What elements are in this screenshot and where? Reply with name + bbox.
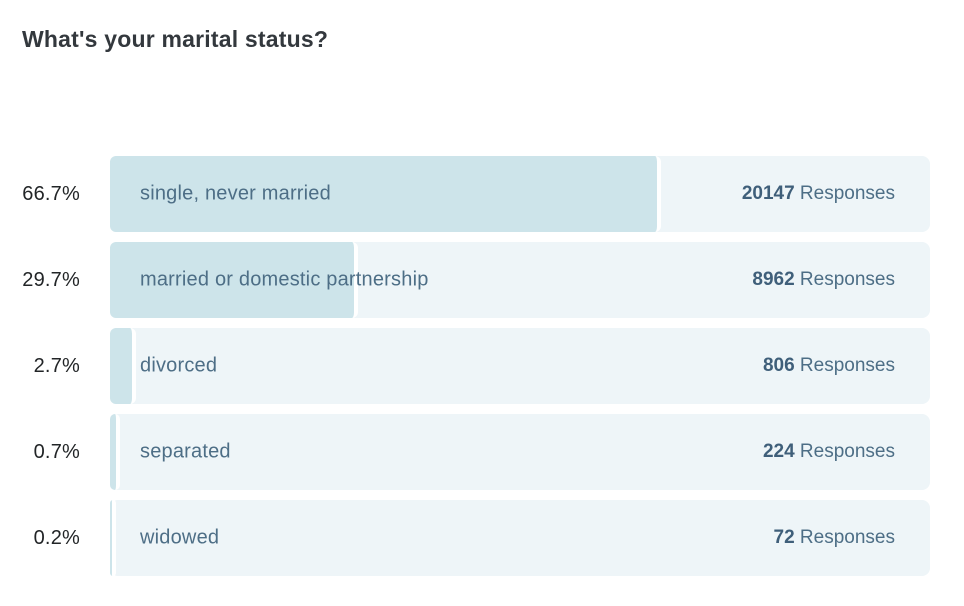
bar-track-wrap: married or domestic partnership 8962 Res… (110, 242, 930, 318)
bar-track-wrap: widowed 72 Responses (110, 500, 930, 576)
answer-label: divorced (140, 354, 218, 377)
responses-suffix: Responses (794, 183, 895, 204)
responses-suffix: Responses (794, 355, 895, 376)
answer-label: widowed (140, 526, 220, 549)
answer-row[interactable]: 29.7% married or domestic partnership 89… (0, 242, 964, 318)
responses-count: 20147 (741, 183, 795, 204)
bar-track (110, 328, 930, 404)
bar-chart: 66.7% single, never married 20147 Respon… (0, 156, 964, 586)
answer-row[interactable]: 0.7% separated 224 Responses (0, 414, 964, 490)
percent-label: 66.7% (22, 182, 80, 205)
responses-value: 20147 Responses (742, 183, 895, 205)
bar-track-wrap: separated 224 Responses (110, 414, 930, 490)
responses-suffix: Responses (794, 441, 895, 462)
bar-fill (110, 156, 661, 232)
responses-count: 8962 (752, 269, 795, 290)
answer-label: single, never married (140, 182, 331, 205)
responses-count: 224 (762, 441, 795, 462)
bar-fill (110, 500, 116, 576)
responses-count: 72 (773, 527, 795, 548)
bar-fill (110, 242, 358, 318)
responses-value: 806 Responses (763, 355, 895, 377)
bar-track (110, 500, 930, 576)
responses-value: 8962 Responses (752, 269, 895, 291)
answer-label: married or domestic partnership (140, 268, 429, 291)
responses-suffix: Responses (794, 269, 895, 290)
answer-row[interactable]: 66.7% single, never married 20147 Respon… (0, 156, 964, 232)
percent-label: 0.2% (33, 526, 80, 549)
bar-fill (110, 328, 137, 404)
question-title: What's your marital status? (22, 26, 329, 52)
responses-value: 72 Responses (774, 527, 895, 549)
responses-suffix: Responses (794, 527, 895, 548)
answer-label: separated (140, 440, 231, 463)
bar-fill (110, 414, 120, 490)
bar-track (110, 414, 930, 490)
bar-track-wrap: divorced 806 Responses (110, 328, 930, 404)
responses-count: 806 (762, 355, 795, 376)
responses-value: 224 Responses (763, 441, 895, 463)
percent-label: 29.7% (22, 268, 80, 291)
bar-track-wrap: single, never married 20147 Responses (110, 156, 930, 232)
percent-label: 2.7% (33, 354, 80, 377)
percent-label: 0.7% (33, 440, 80, 463)
answer-row[interactable]: 2.7% divorced 806 Responses (0, 328, 964, 404)
answer-row[interactable]: 0.2% widowed 72 Responses (0, 500, 964, 576)
